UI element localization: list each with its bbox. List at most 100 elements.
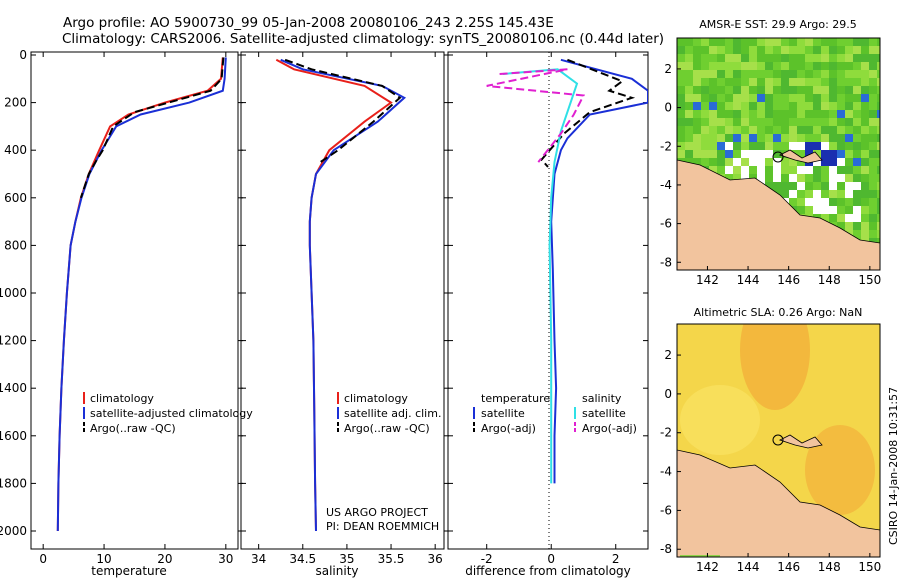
sla-island-coast [778, 434, 823, 449]
sst-cell [821, 182, 829, 190]
sst-cell [781, 94, 789, 102]
project-label-line2: PI: DEAN ROEMMICH [326, 520, 439, 533]
sst-cell [749, 54, 757, 62]
sst-cell [805, 134, 813, 142]
sst-cell [701, 62, 709, 70]
sst-cell [741, 54, 749, 62]
sst-cell [837, 214, 845, 222]
sst-cell [805, 38, 813, 46]
sst-cell [877, 54, 880, 62]
sst-cell [693, 142, 701, 150]
sst-cell [741, 78, 749, 86]
sst-cell [781, 102, 789, 110]
sst-cell [677, 94, 685, 102]
sst-cell [829, 54, 837, 62]
sst-cell [797, 102, 805, 110]
sst-cell [765, 62, 773, 70]
sst-cell [733, 110, 741, 118]
sst-cell [765, 126, 773, 134]
sst-cell [677, 110, 685, 118]
sst-cell [821, 206, 829, 214]
map-lon-tick-label: 144 [737, 560, 760, 574]
sla-map-title: Altimetric SLA: 0.26 Argo: NaN [694, 306, 863, 319]
sst-cell [821, 214, 829, 222]
sst-cell [733, 94, 741, 102]
sst-cell [845, 198, 853, 206]
sst-cell [749, 70, 757, 78]
sst-cell [829, 126, 837, 134]
sst-cell [789, 78, 797, 86]
sst-cell [861, 222, 869, 230]
map-lat-tick-label: 2 [664, 62, 672, 76]
sst-cell [749, 142, 757, 150]
sst-cell [821, 54, 829, 62]
sst-cell [821, 198, 829, 206]
sst-cell [813, 158, 821, 166]
sst-cell [853, 214, 861, 222]
sst-cell [677, 62, 685, 70]
sst-cell [757, 54, 765, 62]
sst-cell [789, 142, 797, 150]
sst-cell [829, 118, 837, 126]
difference-x-ticks: -2 0 2 [481, 52, 620, 566]
sst-cell [781, 166, 789, 174]
sst-cell [709, 38, 717, 46]
sst-cell [853, 166, 861, 174]
sst-cell [781, 78, 789, 86]
sst-cell [765, 118, 773, 126]
sst-cell [757, 134, 765, 142]
sst-cell [765, 38, 773, 46]
sst-cell [677, 86, 685, 94]
sst-cell [861, 142, 869, 150]
sst-cell [685, 134, 693, 142]
sst-cell [701, 110, 709, 118]
sst-cell [693, 102, 701, 110]
series-line-salinity-argo-adj [486, 68, 586, 163]
x-tick-label: 10 [96, 552, 111, 566]
sst-cell [685, 46, 693, 54]
sst-cell [797, 158, 805, 166]
sst-cell [677, 46, 685, 54]
sst-cell [877, 214, 880, 222]
sst-cell [789, 158, 797, 166]
difference-series [486, 58, 648, 484]
sst-cell [853, 190, 861, 198]
sst-cell [813, 86, 821, 94]
sst-cell [797, 134, 805, 142]
sst-cell [725, 102, 733, 110]
sst-cell [781, 86, 789, 94]
depth-tick-label: 1200 [0, 334, 27, 348]
sst-cell [741, 70, 749, 78]
sst-cell [733, 46, 741, 54]
sst-cell [869, 54, 877, 62]
sst-cell [869, 70, 877, 78]
sst-cell [733, 54, 741, 62]
sst-cell [829, 46, 837, 54]
map-lat-tick-label: -6 [660, 217, 672, 231]
map-lon-tick-label: 146 [777, 560, 800, 574]
sst-cell [693, 86, 701, 94]
sst-cell [741, 126, 749, 134]
map-lat-tick-label: -2 [660, 139, 672, 153]
depth-tick-label: 1400 [0, 381, 27, 395]
sst-cell [757, 102, 765, 110]
sst-cell [789, 110, 797, 118]
sst-cell [725, 38, 733, 46]
salinity-xlabel: salinity [315, 564, 358, 578]
sst-cell [821, 158, 829, 166]
sst-island-coast [778, 149, 823, 164]
map-lat-tick-label: -8 [660, 255, 672, 269]
depth-tick-label: 200 [4, 96, 27, 110]
sst-map-ticks: 142 144 146 148 150 2 0 -2 -4 -6 -8 [660, 62, 881, 287]
sst-cell [805, 190, 813, 198]
series-line-temperature-satellite [550, 58, 648, 484]
difference-legend: temperature salinity satellite Argo(-adj… [473, 392, 637, 435]
sst-cell [685, 54, 693, 62]
sst-cell [781, 182, 789, 190]
sst-cell [725, 126, 733, 134]
sst-cell [741, 86, 749, 94]
map-lon-tick-label: 150 [858, 560, 881, 574]
sst-cell [837, 62, 845, 70]
map-lon-tick-label: 144 [737, 273, 760, 287]
sst-cell [861, 86, 869, 94]
